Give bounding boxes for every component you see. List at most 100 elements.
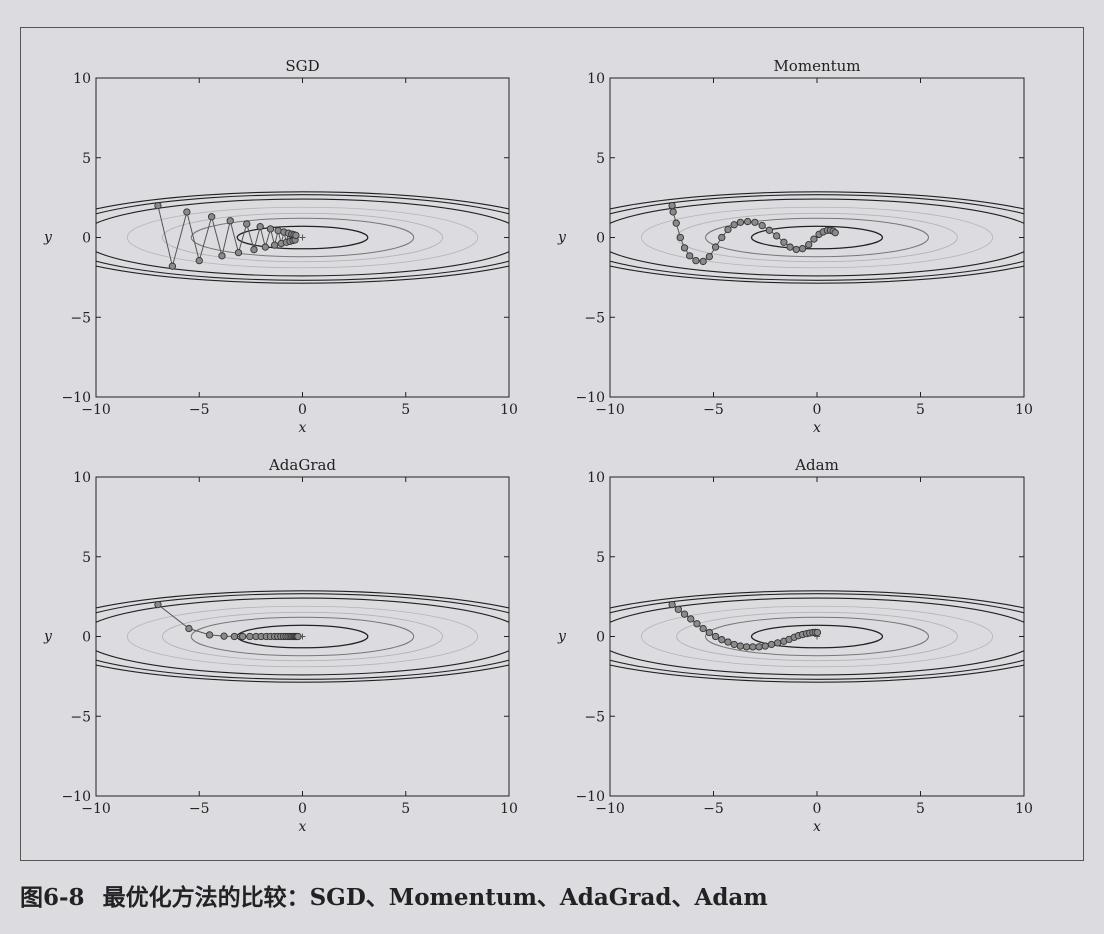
optimizer-path-line xyxy=(157,205,297,267)
y-tick-label: 0 xyxy=(82,630,91,646)
path-point xyxy=(810,235,818,243)
path-point xyxy=(742,643,751,651)
path-point xyxy=(207,213,216,221)
y-tick-label: 10 xyxy=(587,71,605,87)
panel-adagrad: −10 −5 0 5 10 10 5 0 −5 −10 x y AdaGrad xyxy=(43,456,518,835)
x-tick-label: 0 xyxy=(813,801,822,817)
y-axis-title: y xyxy=(43,629,53,645)
path-point xyxy=(668,201,676,210)
optimizer-comparison-figure: −10 −5 0 5 10 10 5 0 −5 −10 x y SGD −10 −5 0 5 10 10 5 0 −5 −1… xyxy=(43,57,1033,835)
y-tick-label: 0 xyxy=(596,231,605,247)
path-point xyxy=(195,256,203,265)
minimum-marker xyxy=(299,234,306,241)
path-point xyxy=(749,643,757,651)
contour-line xyxy=(96,593,509,680)
path-point xyxy=(270,241,279,249)
contour-line xyxy=(610,198,1024,277)
y-tick-label: 10 xyxy=(73,71,91,87)
x-tick-label: 0 xyxy=(813,402,822,418)
x-tick-label: −10 xyxy=(81,402,111,418)
path-point xyxy=(243,220,251,228)
path-point xyxy=(261,243,269,251)
contour-line xyxy=(190,217,415,258)
path-point xyxy=(220,632,228,640)
contour-line xyxy=(96,191,509,284)
path-point xyxy=(711,243,720,251)
path-point xyxy=(226,217,234,225)
path-point xyxy=(168,262,177,270)
panel-title: AdaGrad xyxy=(268,456,336,474)
y-tick-label: 0 xyxy=(82,231,91,247)
path-point xyxy=(772,232,781,240)
path-point xyxy=(154,600,162,609)
contour-line xyxy=(610,194,1024,281)
path-point xyxy=(693,620,701,628)
path-point xyxy=(154,201,162,210)
contour-line xyxy=(705,217,929,258)
y-tick-label: −10 xyxy=(61,390,91,406)
y-tick-label: 10 xyxy=(587,470,605,486)
x-tick-label: 10 xyxy=(500,402,518,418)
path-point xyxy=(751,218,759,226)
y-tick-label: −10 xyxy=(575,789,605,805)
path-point xyxy=(705,252,714,261)
path-point xyxy=(705,628,714,637)
y-tick-label: 5 xyxy=(596,550,605,566)
path-point xyxy=(758,221,766,230)
x-tick-label: 5 xyxy=(916,801,925,817)
y-tick-label: 5 xyxy=(82,151,91,167)
x-axis-title: x xyxy=(299,420,307,436)
x-tick-label: −10 xyxy=(595,402,625,418)
contour-line xyxy=(161,611,444,662)
panel-title: SGD xyxy=(285,57,319,75)
x-tick-label: −10 xyxy=(595,801,625,817)
path-point xyxy=(183,208,191,216)
path-point xyxy=(736,642,745,650)
contour-line xyxy=(96,590,509,683)
panel-sgd: −10 −5 0 5 10 10 5 0 −5 −10 x y SGD xyxy=(43,57,518,436)
x-axis-title: x xyxy=(813,819,821,835)
y-tick-label: −5 xyxy=(70,709,91,725)
path-point xyxy=(246,632,254,641)
caption-number: 图6-8 xyxy=(20,884,85,911)
x-tick-label: 5 xyxy=(916,402,925,418)
path-point xyxy=(724,225,732,234)
contour-line xyxy=(161,212,444,263)
path-point xyxy=(686,252,694,260)
path-point xyxy=(780,238,788,246)
contour-lines xyxy=(610,590,1024,683)
x-tick-label: 10 xyxy=(500,801,518,817)
path-point xyxy=(230,632,239,641)
y-tick-label: 5 xyxy=(82,550,91,566)
path-point xyxy=(256,223,264,231)
path-point xyxy=(792,245,800,254)
y-tick-label: 0 xyxy=(596,630,605,646)
contour-line xyxy=(610,191,1024,284)
contour-line xyxy=(96,194,509,281)
x-tick-label: 5 xyxy=(401,801,410,817)
panel-adam: −10 −5 0 5 10 10 5 0 −5 −10 x y Adam xyxy=(557,456,1033,835)
x-tick-label: −5 xyxy=(703,801,724,817)
panel-title: Adam xyxy=(794,456,839,474)
y-axis-title: y xyxy=(43,230,53,246)
contour-lines xyxy=(96,191,509,284)
path-point xyxy=(718,636,726,644)
contour-line xyxy=(705,616,929,657)
path-point xyxy=(680,244,689,252)
contour-line xyxy=(96,597,509,676)
x-tick-label: 10 xyxy=(1015,801,1033,817)
y-tick-label: −5 xyxy=(584,709,605,725)
path-point xyxy=(813,628,822,637)
path-point xyxy=(668,600,676,609)
y-axis-title: y xyxy=(557,629,567,645)
contour-line xyxy=(126,206,479,269)
path-point xyxy=(718,233,726,242)
y-tick-label: 10 xyxy=(73,470,91,486)
path-point xyxy=(676,233,685,242)
contour-line xyxy=(676,611,958,662)
path-point xyxy=(294,632,302,641)
path-point xyxy=(798,245,807,253)
x-tick-label: 10 xyxy=(1015,402,1033,418)
panel-momentum: −10 −5 0 5 10 10 5 0 −5 −10 x y Momentum xyxy=(557,57,1033,436)
path-point xyxy=(234,249,243,257)
